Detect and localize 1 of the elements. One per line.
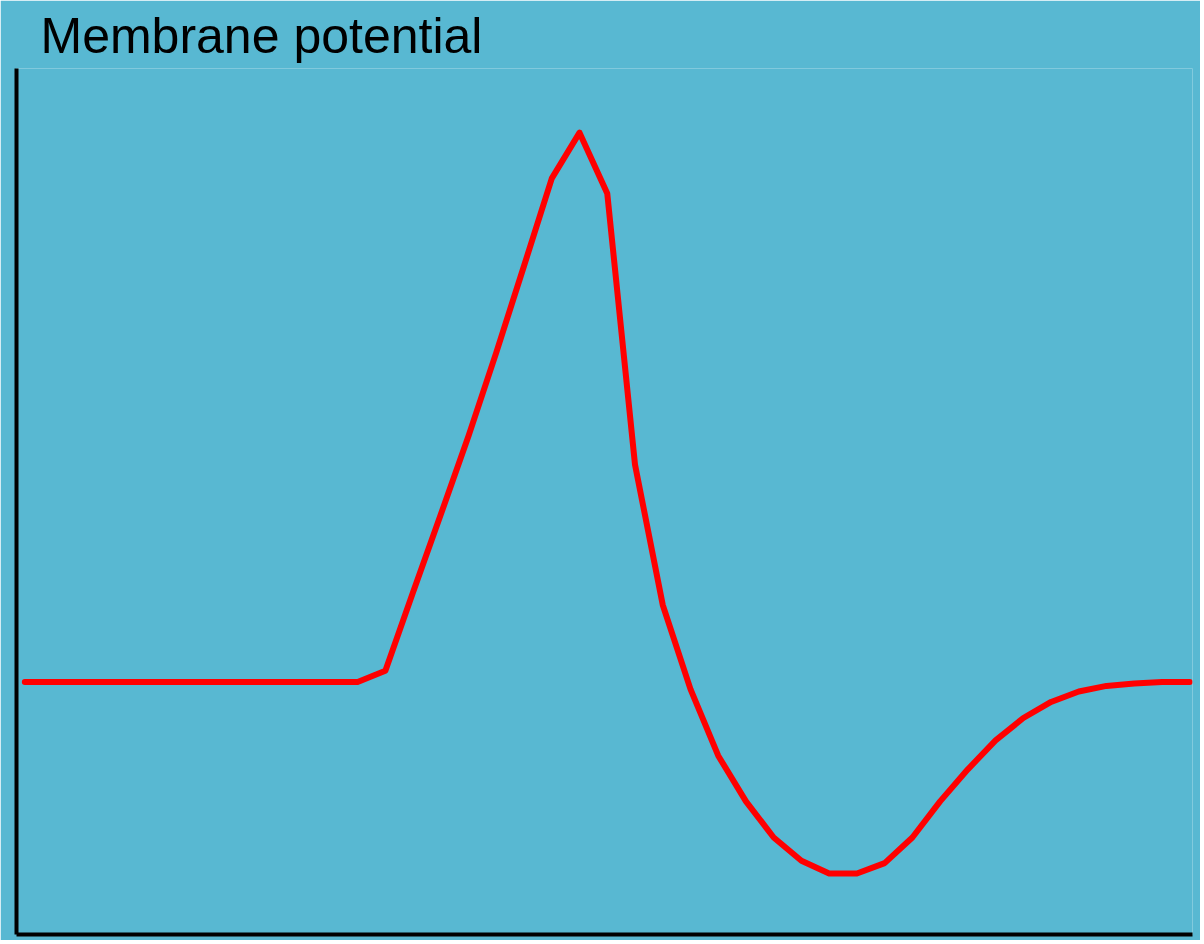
- y-axis-title: Membrane potential: [40, 7, 483, 64]
